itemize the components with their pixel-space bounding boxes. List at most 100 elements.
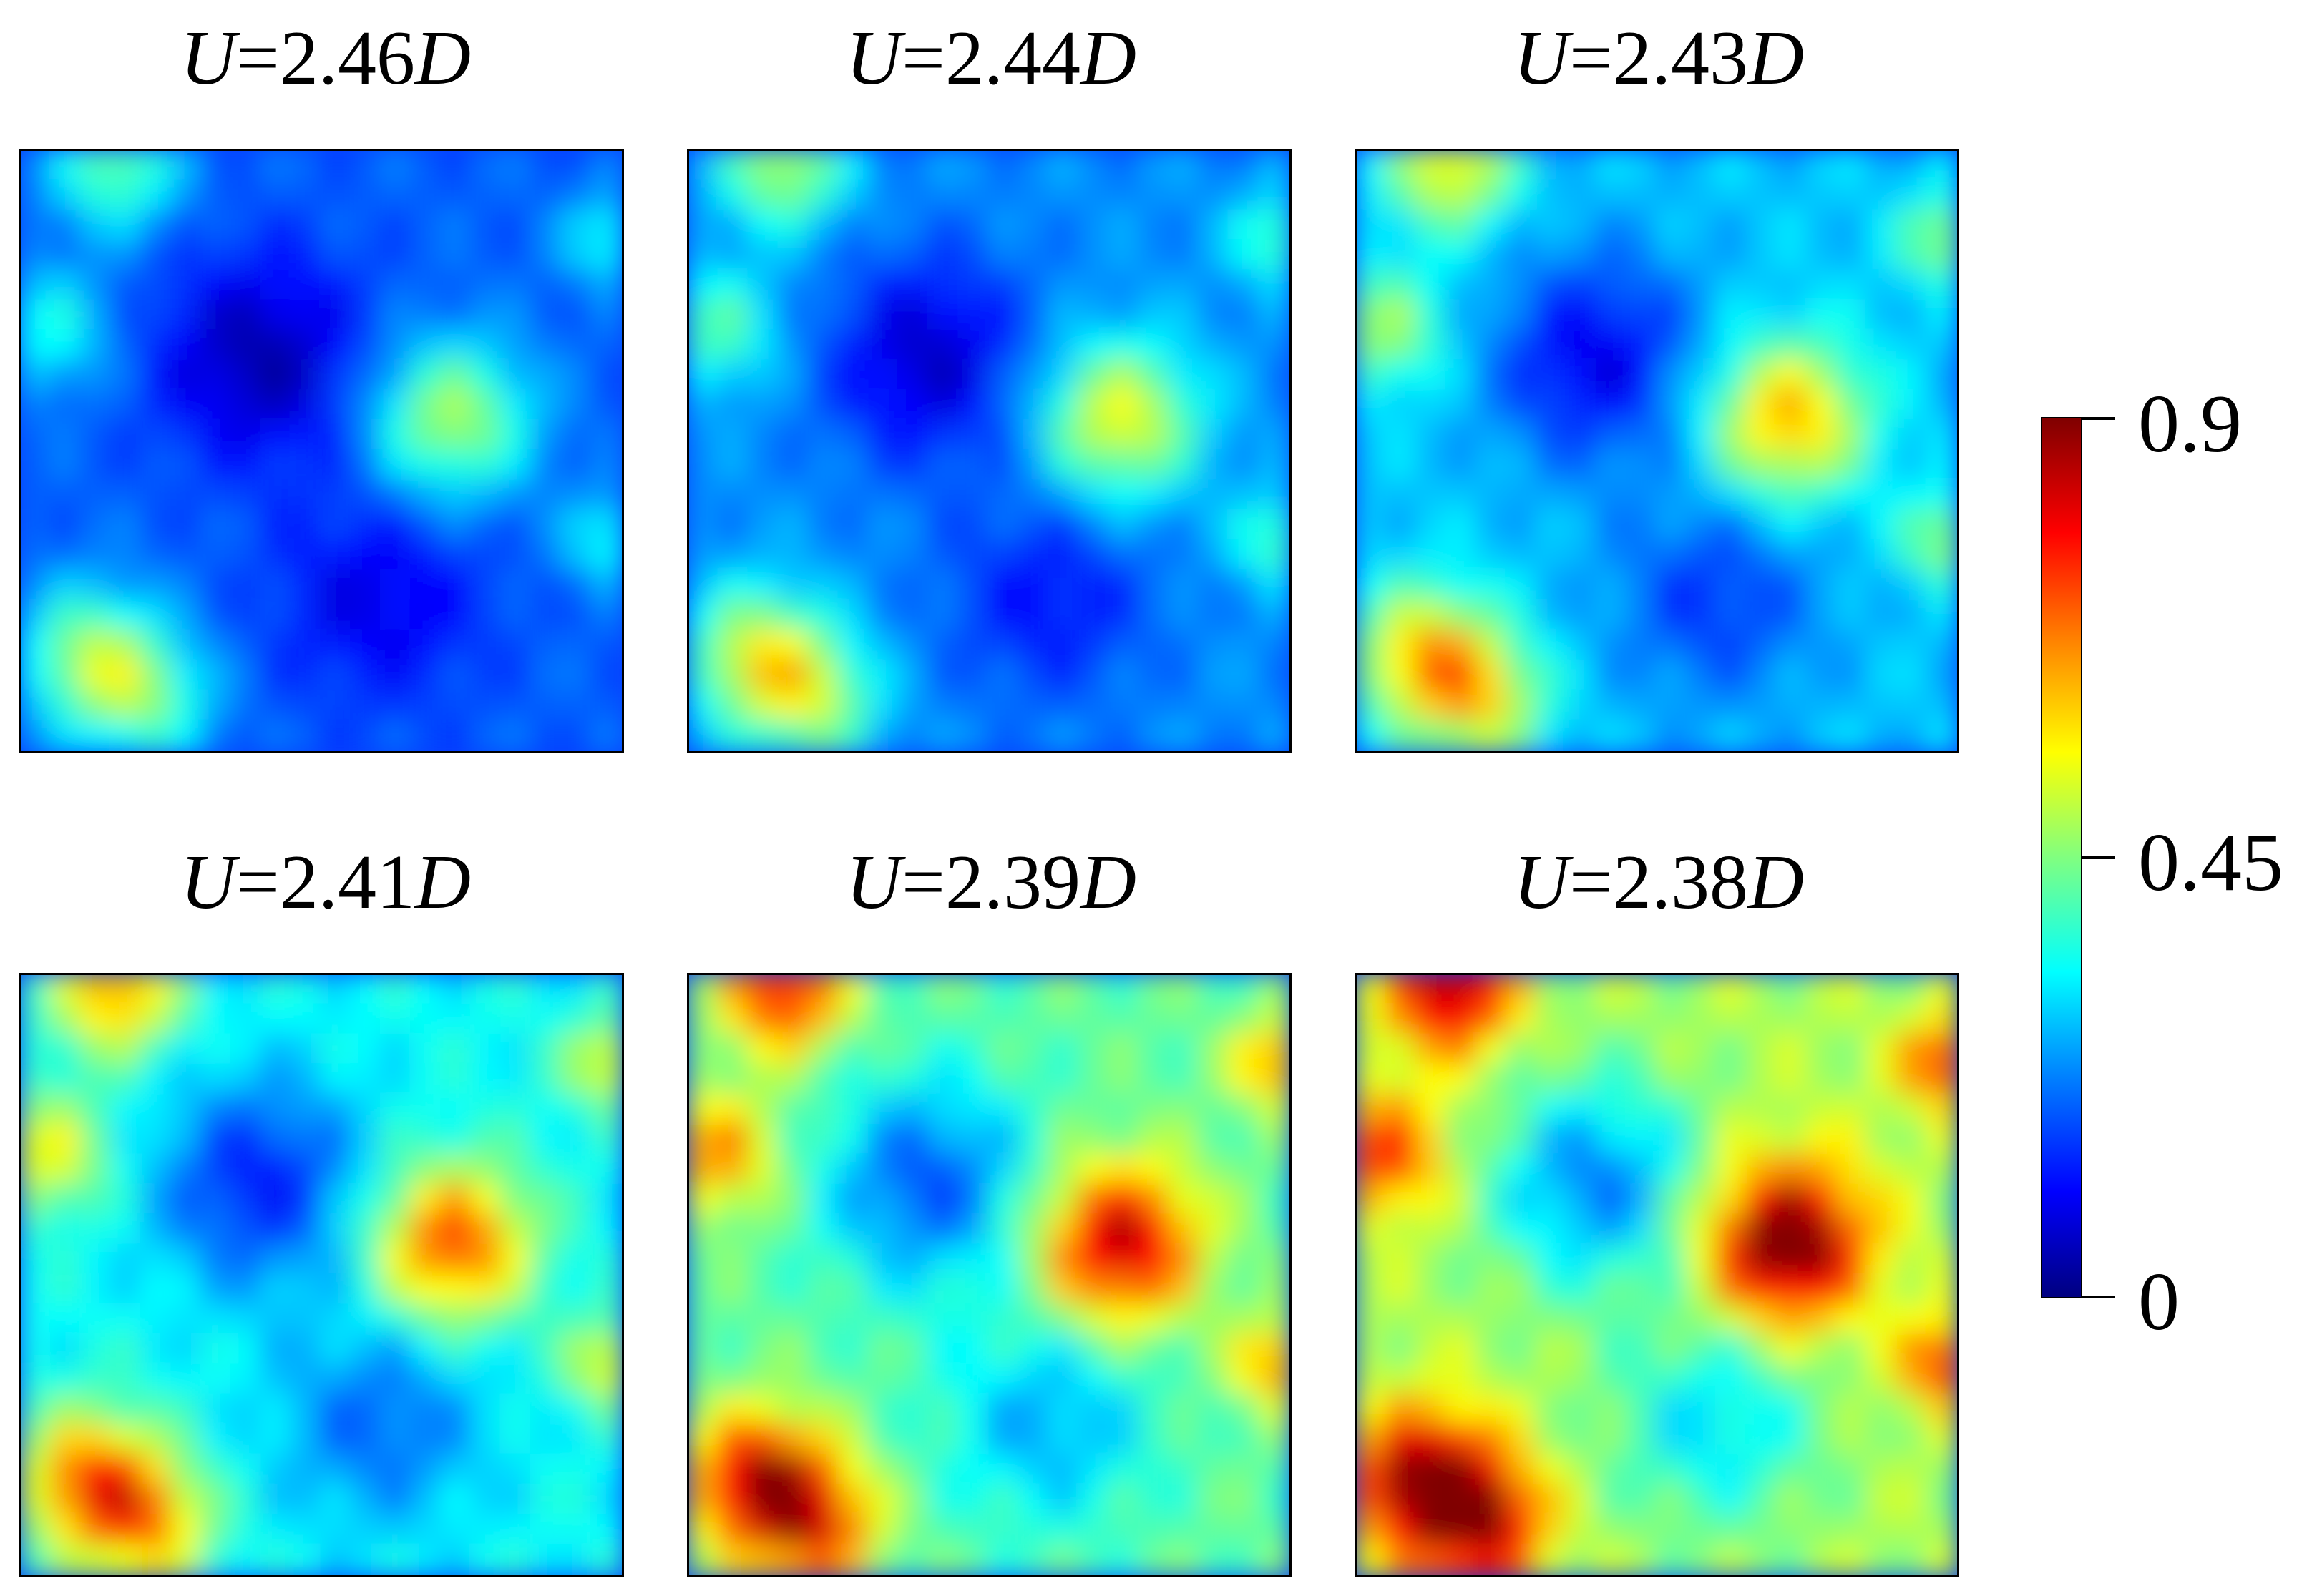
heatmap-5-cell (1227, 1213, 1262, 1248)
heatmap-4-cell (530, 1483, 564, 1517)
heatmap-2-cell (689, 269, 721, 303)
heatmap-3-cell (1445, 449, 1479, 483)
heatmap-5-cell (1257, 1243, 1289, 1278)
heatmap-4-cell (49, 1273, 84, 1307)
heatmap-3-cell (1445, 539, 1479, 573)
heatmap-2-cell (1167, 419, 1201, 454)
heatmap-3-cell (1475, 359, 1509, 393)
heatmap-5-cell (867, 1153, 902, 1188)
heatmap-5-cell (1197, 1363, 1231, 1397)
heatmap-1-cell (499, 509, 534, 543)
heatmap-2-cell (927, 569, 962, 603)
heatmap-3-cell (1415, 449, 1449, 483)
heatmap-2-cell (1257, 479, 1289, 513)
heatmap-4-cell (230, 1333, 264, 1367)
heatmap-2-cell (1077, 359, 1111, 393)
heatmap-2-cell (927, 179, 962, 213)
heatmap-3-cell (1745, 569, 1779, 603)
heatmap-1-cell (319, 151, 353, 183)
heatmap-5-cell (777, 1063, 811, 1097)
heatmap-3-cell (1415, 689, 1449, 723)
heatmap-6-cell (1654, 1093, 1689, 1127)
heatmap-3-cell (1684, 239, 1719, 273)
heatmap-5-cell (987, 1033, 1021, 1067)
heatmap-6-cell (1714, 1063, 1749, 1097)
heatmap-5-cell (1137, 1063, 1171, 1097)
heatmap-6-cell (1684, 1183, 1719, 1218)
heatmap-3-cell (1505, 479, 1539, 513)
heatmap-1-cell (379, 689, 414, 723)
heatmap-2-cell (1137, 539, 1171, 573)
heatmap-5-cell (897, 1423, 932, 1457)
heatmap-2-cell (867, 389, 902, 424)
heatmap-1-cell (170, 151, 204, 183)
heatmap-6-cell (1475, 1273, 1509, 1307)
heatmap-5-cell (927, 1213, 962, 1248)
heatmap-4-cell (349, 975, 384, 1007)
heatmap-6-cell (1714, 1183, 1749, 1218)
heatmap-5-cell (1107, 1033, 1141, 1067)
heatmap-6-cell (1445, 1003, 1479, 1037)
heatmap-5-cell (1107, 1423, 1141, 1457)
heatmap-3-cell (1775, 151, 1809, 183)
heatmap-5-cell (837, 1063, 872, 1097)
heatmap-2-cell (717, 689, 751, 723)
heatmap-6-cell (1357, 1483, 1389, 1517)
heatmap-1-cell (590, 449, 622, 483)
heatmap-5-cell (897, 1003, 932, 1037)
heatmap-5-cell (747, 1303, 781, 1337)
heatmap-2-cell (1167, 151, 1201, 183)
heatmap-5-cell (1047, 1003, 1081, 1037)
heatmap-5-cell (987, 1333, 1021, 1367)
heatmap-4-cell (439, 1423, 474, 1457)
heatmap-2-cell (1257, 599, 1289, 633)
heatmap-2-cell (1167, 509, 1201, 543)
heatmap-3-cell (1475, 209, 1509, 243)
heatmap-1-cell (260, 359, 294, 393)
heatmap-4-cell (379, 1003, 414, 1037)
heatmap-1-cell (79, 479, 114, 513)
heatmap-4-cell (560, 1453, 594, 1487)
heatmap-4-cell (560, 1093, 594, 1127)
heatmap-1-cell (170, 509, 204, 543)
heatmap-3-cell (1535, 509, 1569, 543)
heatmap-3-cell (1595, 419, 1629, 454)
heatmap-4-cell (319, 1063, 353, 1097)
heatmap-2-cell (807, 239, 842, 273)
heatmap-5-cell (957, 1003, 992, 1037)
heatmap-6-cell (1745, 1543, 1779, 1575)
heatmap-1-cell (349, 419, 384, 454)
heatmap-4-cell (590, 975, 622, 1007)
heatmap-6-cell (1745, 1123, 1779, 1157)
heatmap-2-cell (717, 359, 751, 393)
heatmap-5-cell (837, 1213, 872, 1248)
heatmap-3-cell (1895, 569, 1929, 603)
heatmap-5-cell (689, 1363, 721, 1397)
heatmap-6-cell (1505, 1243, 1539, 1278)
heatmap-1-cell (230, 389, 264, 424)
heatmap-6-cell (1895, 1123, 1929, 1157)
heatmap-5-cell (927, 1393, 962, 1427)
heatmap-1-cell (499, 539, 534, 573)
heatmap-4-cell (590, 1513, 622, 1547)
heatmap-6-cell (1684, 1063, 1719, 1097)
heatmap-5-cell (867, 1393, 902, 1427)
heatmap-6-cell (1805, 1483, 1839, 1517)
heatmap-6-cell (1805, 1093, 1839, 1127)
heatmap-4-cell (379, 1453, 414, 1487)
heatmap-6-cell (1595, 1183, 1629, 1218)
heatmap-4-cell (200, 1063, 234, 1097)
heatmap-2-cell (1137, 239, 1171, 273)
heatmap-3-cell (1805, 599, 1839, 633)
heatmap-1-cell (379, 359, 414, 393)
heatmap-2-cell (957, 389, 992, 424)
heatmap-1-cell (319, 689, 353, 723)
heatmap-6-cell (1475, 1543, 1509, 1575)
heatmap-5-cell (837, 1303, 872, 1337)
heatmap-3-cell (1535, 449, 1569, 483)
heatmap-4-cell (349, 1543, 384, 1575)
heatmap-6-cell (1654, 1483, 1689, 1517)
heatmap-6-cell (1865, 1513, 1899, 1547)
heatmap-4-cell (439, 1513, 474, 1547)
heatmap-6-cell (1835, 1153, 1869, 1188)
